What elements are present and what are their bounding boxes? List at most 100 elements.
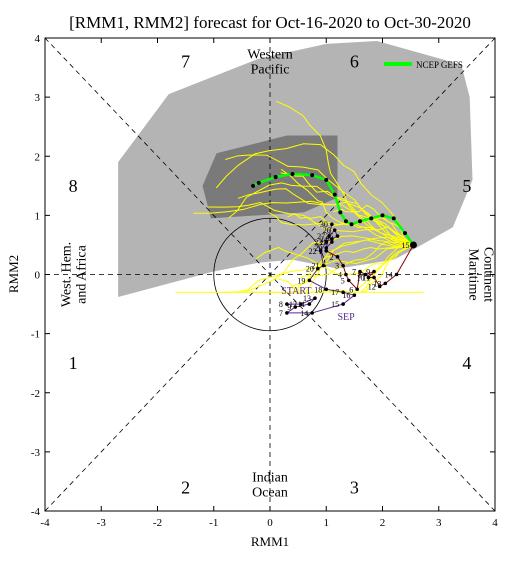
ensemble-member-line — [359, 244, 424, 293]
observed-oct-point — [358, 269, 362, 274]
observed-sep-point — [327, 234, 331, 238]
observed-oct-point — [394, 272, 399, 277]
observed-sep-day-label: 24 — [320, 235, 328, 244]
observed-oct-day-label: 8 — [358, 271, 362, 280]
region-label-top: Western — [247, 48, 293, 63]
phase-number: 5 — [462, 176, 471, 196]
ensemble-mean-point — [256, 180, 261, 185]
observed-track: 8121311971415161718192021222324252627282… — [279, 220, 417, 323]
observed-sep-day-label: 23 — [314, 238, 322, 247]
phase-number: 3 — [350, 477, 359, 497]
observed-sep-day-label: 28 — [320, 238, 328, 247]
ensemble-member-line — [280, 172, 414, 246]
observed-sep-point — [352, 293, 357, 297]
ensemble-member-line — [280, 168, 414, 246]
phase-number: 4 — [462, 353, 471, 373]
x-tick-label: 2 — [380, 517, 386, 529]
region-label-left: West. Hem. — [59, 242, 74, 307]
legend-label: NCEP GEFS — [416, 60, 463, 70]
y-tick-label: 4 — [35, 33, 41, 45]
y-tick-label: -2 — [31, 388, 40, 400]
ensemble-members — [175, 100, 424, 293]
y-tick-label: 1 — [35, 210, 41, 222]
ensemble-mean-point — [403, 231, 407, 236]
ensemble-mean-path — [252, 172, 415, 246]
ensemble-mean-point — [369, 216, 374, 221]
observed-oct-point — [324, 249, 329, 253]
x-tick-label: -3 — [97, 517, 107, 529]
observed-sep-day-label: 11 — [298, 300, 306, 309]
observed-sep-point — [330, 237, 334, 241]
ensemble-mean-point — [380, 213, 385, 218]
observed-sep-point — [321, 263, 326, 268]
ensemble-mean-point — [343, 219, 348, 224]
phase-number: 6 — [350, 52, 359, 72]
region-label-bottom: Indian — [252, 470, 288, 485]
observed-sep-point — [330, 240, 334, 244]
y-tick-label: 2 — [35, 151, 41, 163]
observed-sep-day-label: 9 — [287, 303, 291, 312]
observed-oct-point — [346, 278, 351, 283]
phase-number: 1 — [69, 353, 78, 373]
observed-sep-point — [330, 222, 334, 227]
ensemble-member-line — [175, 244, 414, 293]
observed-sep-day-label: 30 — [320, 220, 328, 229]
phase-number: 8 — [69, 176, 78, 196]
x-tick-label: 3 — [436, 517, 442, 529]
x-tick-label: -2 — [153, 517, 162, 529]
observed-sep-point — [318, 249, 323, 253]
phase-number: 2 — [181, 477, 190, 497]
observed-oct-point — [344, 272, 348, 277]
observed-sep-day-label: 22 — [309, 247, 317, 256]
x-tick-label: -1 — [209, 517, 218, 529]
observed-sep-day-label: 13 — [303, 294, 311, 303]
region-label-left: and Africa — [74, 244, 89, 303]
observed-sep-point — [332, 228, 337, 232]
observed-sep-day-label: 15 — [331, 300, 339, 309]
y-tick-label: 3 — [35, 92, 41, 104]
ensemble-member-line — [251, 239, 414, 293]
observed-oct-point — [377, 284, 382, 289]
ensemble-mean-point — [358, 219, 362, 224]
observed-oct-day-label: 3 — [335, 262, 339, 271]
observed-oct-day-label: 9 — [366, 268, 370, 277]
observed-sep-day-label: 29 — [314, 244, 322, 253]
observed-sep-point — [324, 287, 329, 292]
observed-oct-day-label: 10 — [356, 273, 364, 282]
observed-oct-day-label: 4 — [338, 271, 342, 280]
phase-number: 7 — [181, 52, 190, 72]
observed-oct-point — [383, 281, 388, 286]
ensemble-mean-point — [290, 171, 295, 176]
x-tick-label: 1 — [324, 517, 330, 529]
observed-sep-point — [307, 302, 312, 306]
observed-sep-point — [285, 311, 289, 315]
observed-oct-day-label: 13 — [373, 279, 381, 288]
observed-sep-point — [324, 246, 329, 250]
observed-sep-day-label: 16 — [342, 291, 350, 300]
legend: NCEP GEFS — [384, 60, 463, 70]
ensemble-member-line — [255, 244, 414, 276]
observed-oct-day-label: 6 — [349, 285, 353, 294]
observed-oct-point — [366, 275, 371, 280]
observed-sep-day-label: 18 — [314, 285, 322, 294]
region-label-top: Pacific — [251, 63, 290, 78]
observed-sep-point — [307, 278, 312, 283]
observed-oct-day-label: 15 — [401, 241, 409, 250]
ensemble-mean-point — [349, 222, 354, 227]
observed-sep-day-label: 21 — [311, 262, 319, 271]
observed-sep-point — [341, 290, 345, 295]
observed-oct-point — [341, 263, 345, 268]
ensemble-mean-point — [324, 177, 329, 182]
x-tick-label: -4 — [40, 517, 50, 529]
observed-sep-day-label: 17 — [331, 288, 339, 297]
x-tick-label: 4 — [492, 517, 498, 529]
observed-sep-day-label: 7 — [279, 309, 283, 318]
observed-oct-day-label: 14 — [385, 271, 393, 280]
y-tick-label: -3 — [31, 447, 41, 459]
observed-sep-day-label: 12 — [289, 300, 297, 309]
observed-oct-day-label: 1 — [318, 247, 322, 256]
observed-oct-day-label: 5 — [341, 276, 345, 285]
